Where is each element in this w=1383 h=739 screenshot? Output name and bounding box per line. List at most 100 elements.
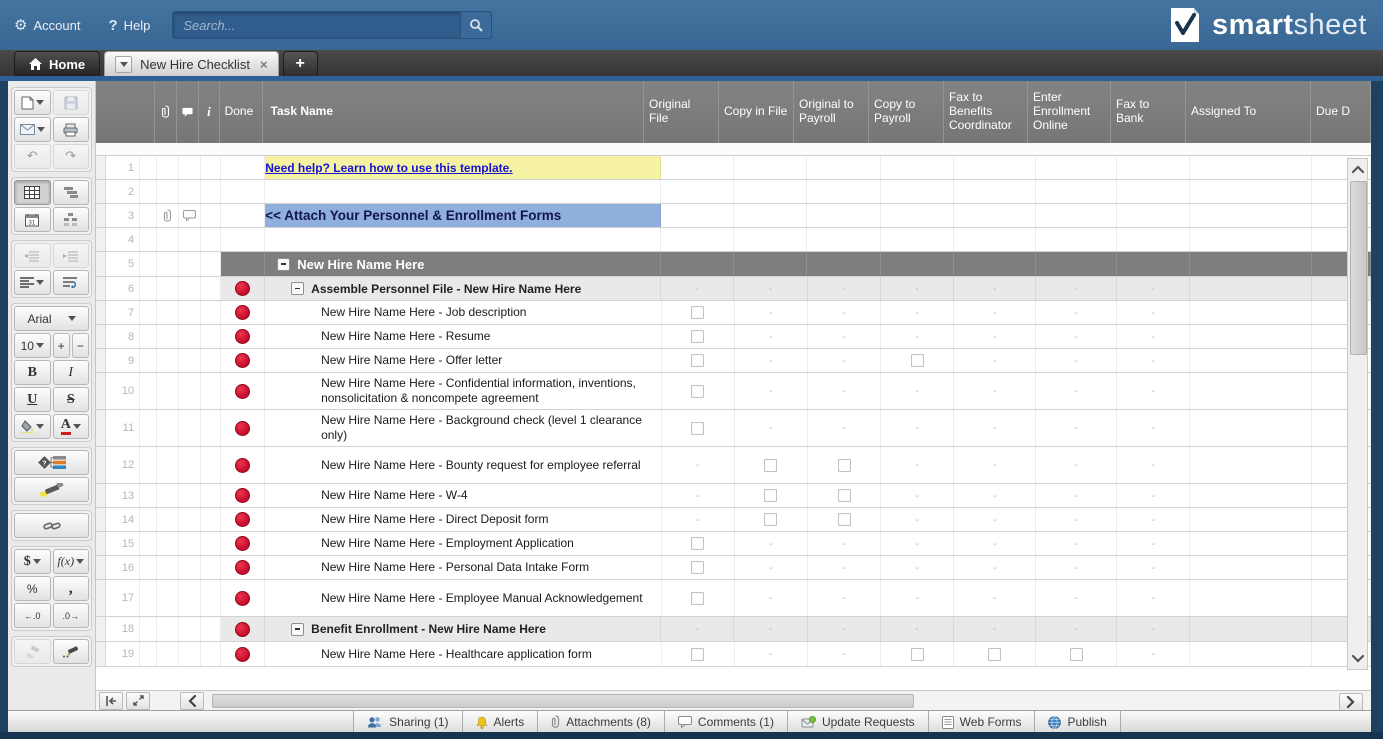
- done-cell[interactable]: [221, 617, 266, 641]
- check-cell[interactable]: -: [808, 580, 882, 616]
- header-task-name-column[interactable]: Task Name: [263, 81, 644, 143]
- font-family-select[interactable]: Arial: [14, 306, 89, 331]
- header-info-column[interactable]: i: [199, 81, 220, 143]
- underline-button[interactable]: U: [14, 387, 51, 412]
- check-cell[interactable]: -: [1036, 532, 1118, 555]
- check-cell[interactable]: -: [807, 277, 881, 300]
- due-date-cell[interactable]: [1312, 204, 1371, 227]
- check-cell[interactable]: -: [954, 447, 1037, 483]
- checkbox[interactable]: [837, 458, 851, 472]
- status-red-dot[interactable]: [235, 305, 251, 320]
- check-cell[interactable]: -: [661, 277, 735, 300]
- fill-color-button[interactable]: [14, 414, 51, 439]
- check-cell[interactable]: -: [1117, 410, 1191, 446]
- check-cell[interactable]: -: [808, 301, 882, 324]
- font-color-button[interactable]: A: [52, 414, 89, 439]
- due-date-cell[interactable]: [1312, 325, 1371, 348]
- check-cell[interactable]: -: [662, 484, 735, 507]
- align-button[interactable]: [14, 270, 51, 295]
- check-cell[interactable]: -: [881, 325, 955, 348]
- tab-home[interactable]: Home: [14, 51, 101, 76]
- done-cell[interactable]: [221, 447, 266, 483]
- check-cell[interactable]: [662, 373, 735, 409]
- check-cell[interactable]: [661, 204, 735, 227]
- due-date-cell[interactable]: [1312, 180, 1371, 203]
- check-cell[interactable]: [734, 228, 808, 251]
- font-size-decrease-button[interactable]: −: [71, 333, 89, 358]
- check-cell[interactable]: -: [1036, 556, 1118, 579]
- checkbox[interactable]: [910, 647, 924, 661]
- assigned-to-cell[interactable]: [1190, 180, 1313, 203]
- task-cell[interactable]: New Hire Name Here - Employee Manual Ack…: [265, 580, 662, 616]
- tab-dropdown-icon[interactable]: [115, 55, 133, 73]
- checkbox[interactable]: [837, 513, 851, 526]
- check-cell[interactable]: -: [808, 410, 882, 446]
- check-cell[interactable]: -: [735, 301, 808, 324]
- row-number[interactable]: 9: [106, 349, 141, 372]
- row-number[interactable]: 18: [106, 617, 141, 641]
- check-cell[interactable]: -: [881, 556, 955, 579]
- done-cell[interactable]: [221, 410, 266, 446]
- status-red-dot[interactable]: [235, 420, 251, 436]
- account-menu[interactable]: ⚙ Account: [14, 16, 80, 34]
- check-cell[interactable]: -: [881, 301, 955, 324]
- status-red-dot[interactable]: [235, 383, 251, 399]
- check-cell[interactable]: -: [881, 508, 955, 531]
- check-cell[interactable]: [660, 252, 735, 276]
- check-cell[interactable]: [661, 156, 735, 179]
- row-number[interactable]: 1: [106, 156, 141, 179]
- check-cell[interactable]: -: [954, 532, 1037, 555]
- checkbox[interactable]: [764, 489, 778, 502]
- column-header[interactable]: Due D: [1311, 81, 1371, 143]
- assigned-to-cell[interactable]: [1190, 301, 1313, 324]
- done-cell[interactable]: [221, 301, 266, 324]
- row-number[interactable]: 19: [106, 642, 141, 666]
- font-size-increase-button[interactable]: +: [52, 333, 70, 358]
- check-cell[interactable]: -: [881, 580, 955, 616]
- assigned-to-cell[interactable]: [1190, 447, 1313, 483]
- check-cell[interactable]: -: [954, 325, 1037, 348]
- check-cell[interactable]: -: [1036, 580, 1118, 616]
- check-cell[interactable]: -: [1117, 301, 1191, 324]
- check-cell[interactable]: [734, 252, 808, 276]
- grid-view-button[interactable]: [14, 180, 51, 205]
- check-cell[interactable]: -: [807, 617, 881, 641]
- done-cell[interactable]: [221, 373, 266, 409]
- check-cell[interactable]: -: [1036, 447, 1118, 483]
- outdent-button[interactable]: [14, 243, 51, 268]
- row-number[interactable]: 6: [106, 277, 141, 300]
- checkbox[interactable]: [988, 647, 1002, 661]
- help-link[interactable]: Need help? Learn how to use this templat…: [265, 160, 513, 175]
- check-cell[interactable]: [808, 484, 882, 507]
- status-red-dot[interactable]: [235, 457, 251, 473]
- check-cell[interactable]: [807, 228, 881, 251]
- checkbox[interactable]: [691, 330, 705, 343]
- task-cell[interactable]: New Hire Name Here - Healthcare applicat…: [265, 642, 662, 666]
- task-cell[interactable]: New Hire Name Here - Bounty request for …: [265, 447, 662, 483]
- row-number[interactable]: 17: [106, 580, 141, 616]
- check-cell[interactable]: [1117, 228, 1191, 251]
- status-red-dot[interactable]: [235, 329, 251, 344]
- check-cell[interactable]: [807, 180, 881, 203]
- check-cell[interactable]: -: [881, 410, 955, 446]
- collapse-left-panel-button[interactable]: [99, 691, 123, 710]
- column-header[interactable]: Copy to Payroll: [869, 81, 944, 143]
- check-cell[interactable]: [1036, 204, 1117, 227]
- check-cell[interactable]: -: [1036, 349, 1118, 372]
- scroll-left-arrow[interactable]: [180, 691, 204, 710]
- row-number[interactable]: 5: [106, 252, 141, 276]
- due-date-cell[interactable]: [1312, 228, 1371, 251]
- done-cell[interactable]: [221, 252, 266, 276]
- checkbox[interactable]: [691, 561, 705, 574]
- calendar-view-button[interactable]: 31: [14, 207, 51, 232]
- indent-button[interactable]: [52, 243, 89, 268]
- increase-decimals-button[interactable]: .0→: [52, 603, 89, 628]
- task-cell[interactable]: New Hire Name Here - Job description: [265, 301, 662, 324]
- done-cell[interactable]: [221, 484, 266, 507]
- check-cell[interactable]: -: [808, 642, 882, 666]
- checkbox[interactable]: [691, 384, 705, 398]
- check-cell[interactable]: -: [1117, 508, 1191, 531]
- header-corner[interactable]: [96, 81, 155, 143]
- check-cell[interactable]: -: [734, 617, 808, 641]
- check-cell[interactable]: -: [1036, 484, 1118, 507]
